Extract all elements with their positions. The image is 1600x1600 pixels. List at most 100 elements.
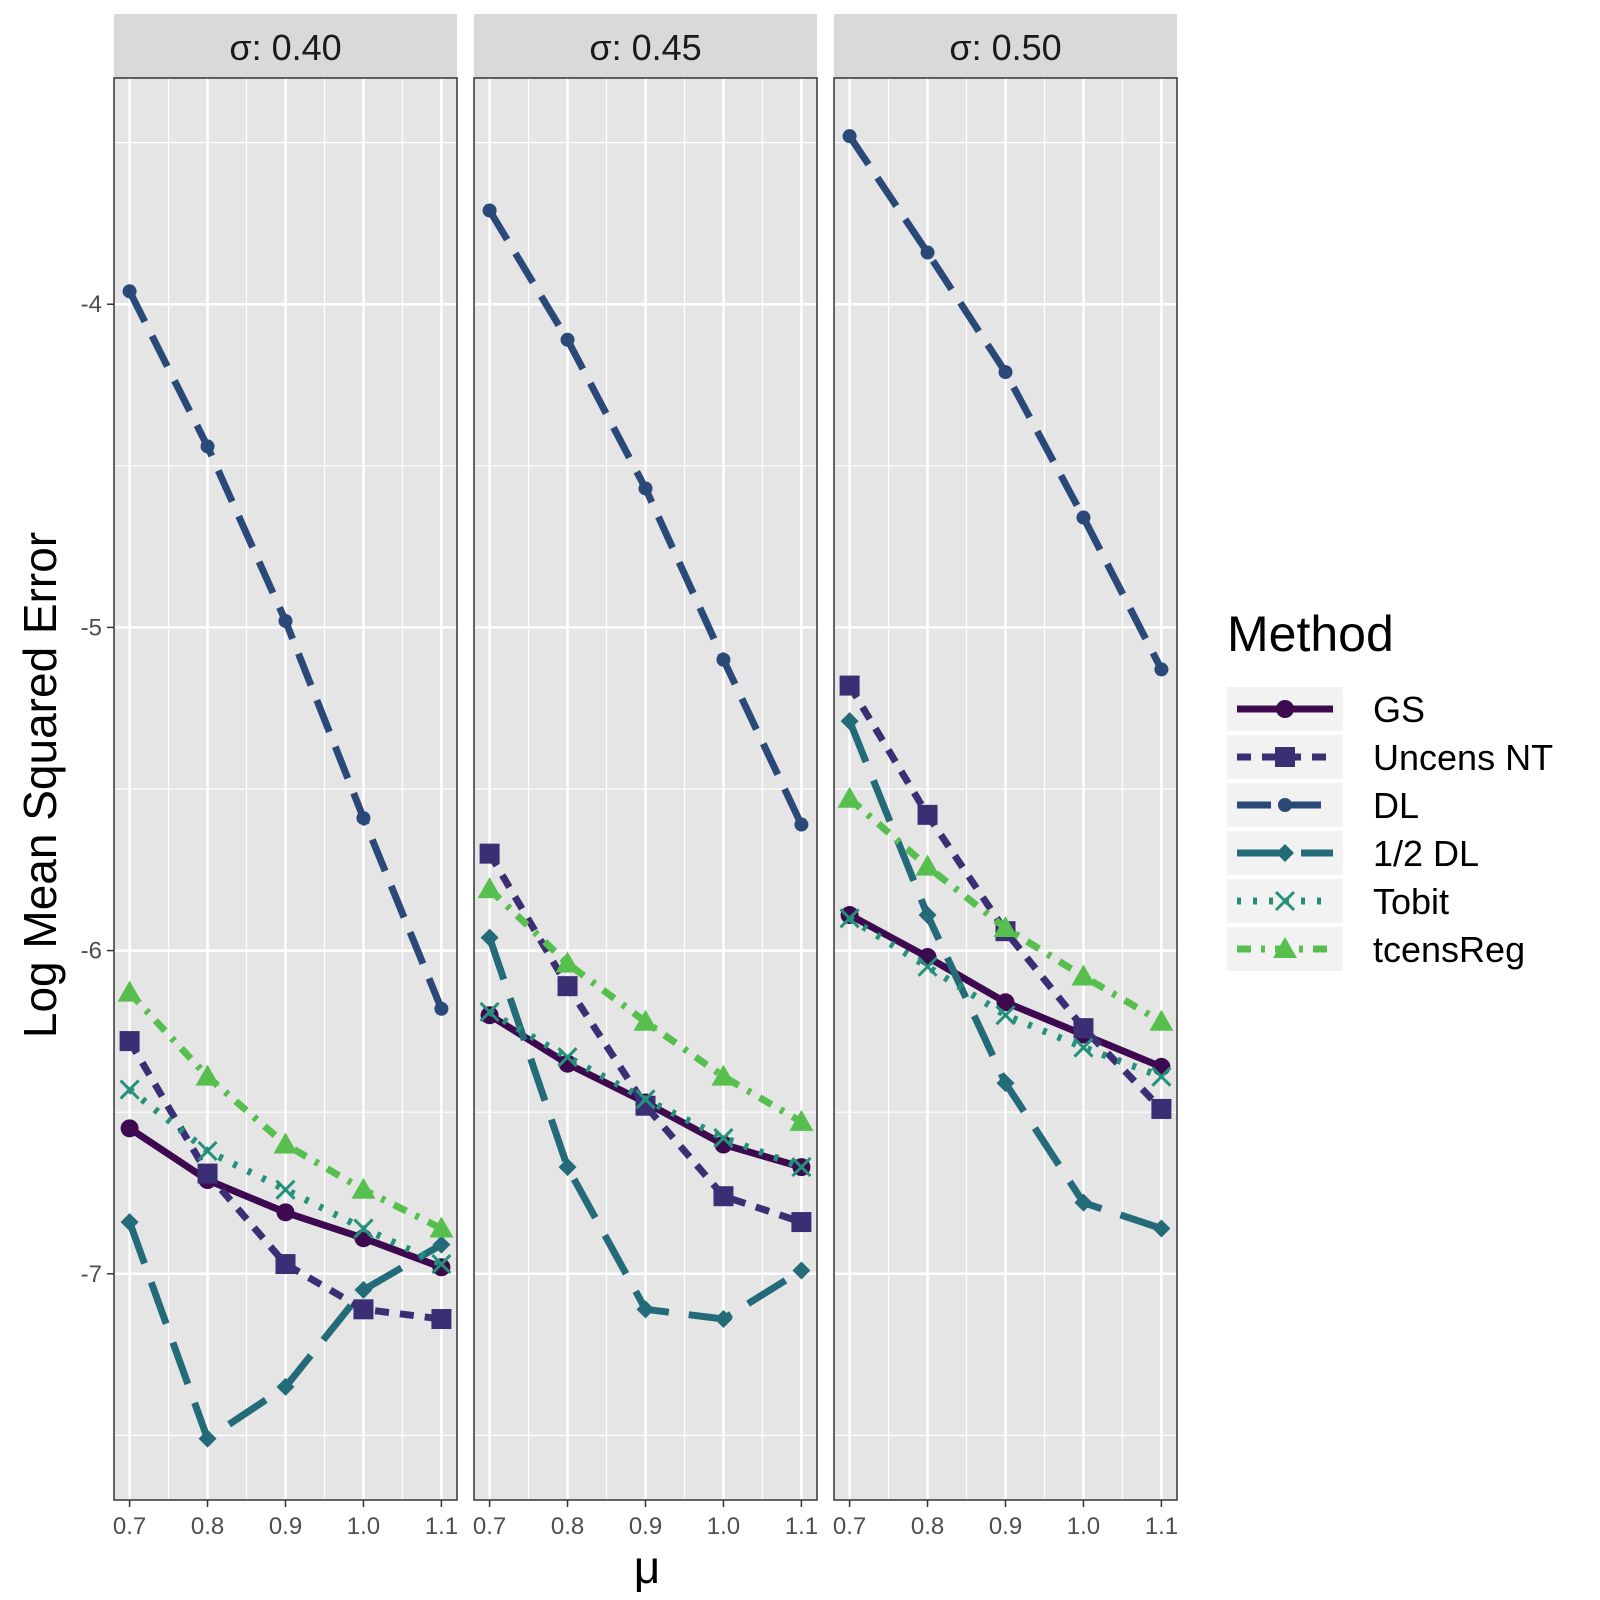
legend-key-marker [1274,890,1296,912]
data-point [791,1157,812,1178]
data-point [918,948,937,967]
legend-label: tcensReg [1373,929,1525,970]
series-line [487,886,804,1125]
data-point [482,203,497,218]
series-line [127,1086,443,1268]
data-point [431,1254,452,1275]
legend-item: tcensReg [1227,927,1525,971]
data-point [351,1177,376,1199]
data-point [1074,1193,1093,1212]
series-uncens-nt [479,843,812,1233]
series-tobit [119,1079,452,1275]
x-tick-label: 1.1 [785,1513,818,1540]
data-point [791,1212,812,1233]
x-tick-label: 0.9 [269,1513,302,1540]
x-tick-label: 1.0 [707,1513,740,1540]
y-axis: -4 -5 -6 -7 [81,291,114,1288]
legend-label: Uncens NT [1373,737,1553,778]
data-point [716,652,731,667]
legend-label: DL [1373,785,1419,826]
data-point [713,1186,734,1207]
series-line [846,683,1164,1112]
data-point [713,1127,734,1149]
legend-label: GS [1373,689,1425,730]
series-1-2-dl [120,1213,451,1448]
data-point [635,1089,656,1110]
x-axis-title: μ [634,1541,661,1593]
series-tobit [839,908,1172,1087]
y-tick-label: -5 [81,614,102,641]
data-point [119,1079,140,1100]
data-point [636,1300,655,1319]
data-point [711,1064,736,1086]
data-point [432,1235,451,1254]
facet-panel: σ: 0.50 0.7 0.8 0.9 1.0 1.1 [833,14,1178,1540]
data-point [792,1261,811,1280]
data-point [195,1064,220,1086]
data-point [200,439,215,454]
data-point [429,1216,454,1238]
data-point [996,993,1015,1012]
legend-key-marker [1276,700,1294,718]
data-point [842,129,857,144]
x-tick-label: 0.8 [191,1513,224,1540]
data-point [275,1179,296,1200]
data-point [560,332,575,347]
data-point [789,1109,814,1131]
data-point [1152,1057,1171,1076]
data-point [197,1140,218,1162]
data-point [356,811,371,826]
data-point [837,786,862,808]
x-tick-label: 0.9 [989,1513,1022,1540]
data-point [996,1074,1015,1093]
data-point [434,1001,449,1016]
data-point [839,908,860,929]
data-point [995,1005,1016,1026]
x-tick-label: 0.8 [551,1513,584,1540]
data-point [477,877,502,899]
series-tcensreg [117,980,454,1238]
x-tick-label: 1.0 [1067,1513,1100,1540]
legend-item: Tobit [1227,879,1449,923]
data-point [555,951,580,973]
facet-strip-label: σ: 0.40 [229,27,341,68]
x-tick-label: 0.9 [629,1513,662,1540]
legend: Method GS Uncens NT DL 1/2 DL Tobit tcensReg [1227,606,1553,971]
data-point [714,1135,733,1154]
data-point [276,1377,295,1396]
facet-strip-label: σ: 0.50 [949,27,1061,68]
x-tick-label: 0.7 [833,1513,866,1540]
data-point [1152,1219,1171,1238]
data-point [714,1310,733,1329]
data-point [353,1299,374,1320]
data-point [278,613,293,628]
data-point [558,1054,577,1073]
facet-strip [474,14,817,78]
data-point [638,481,653,496]
data-point [1149,1009,1174,1031]
data-point [918,906,937,925]
x-tick-label: 1.1 [425,1513,458,1540]
y-tick-label: -4 [81,291,102,318]
data-point [479,1001,500,1023]
data-point [120,1119,139,1138]
legend-key-marker [1273,937,1297,958]
facet-panel: σ: 0.45 0.7 0.8 0.9 1.0 1.1 [473,14,818,1540]
data-point [354,1280,373,1299]
legend-item: 1/2 DL [1227,831,1479,875]
data-point [431,1309,452,1330]
data-point [197,1163,218,1184]
facet-strip [114,14,457,78]
legend-item: DL [1227,783,1419,827]
data-point [839,675,860,696]
data-point [1071,964,1096,986]
legend-label: 1/2 DL [1373,833,1479,874]
series-tcensreg [477,877,814,1131]
y-tick-label: -6 [81,938,102,965]
data-point [122,284,137,299]
series-tobit [479,1001,812,1178]
data-point [557,1047,578,1068]
data-point [915,854,940,876]
series-1-2-dl [480,928,811,1329]
